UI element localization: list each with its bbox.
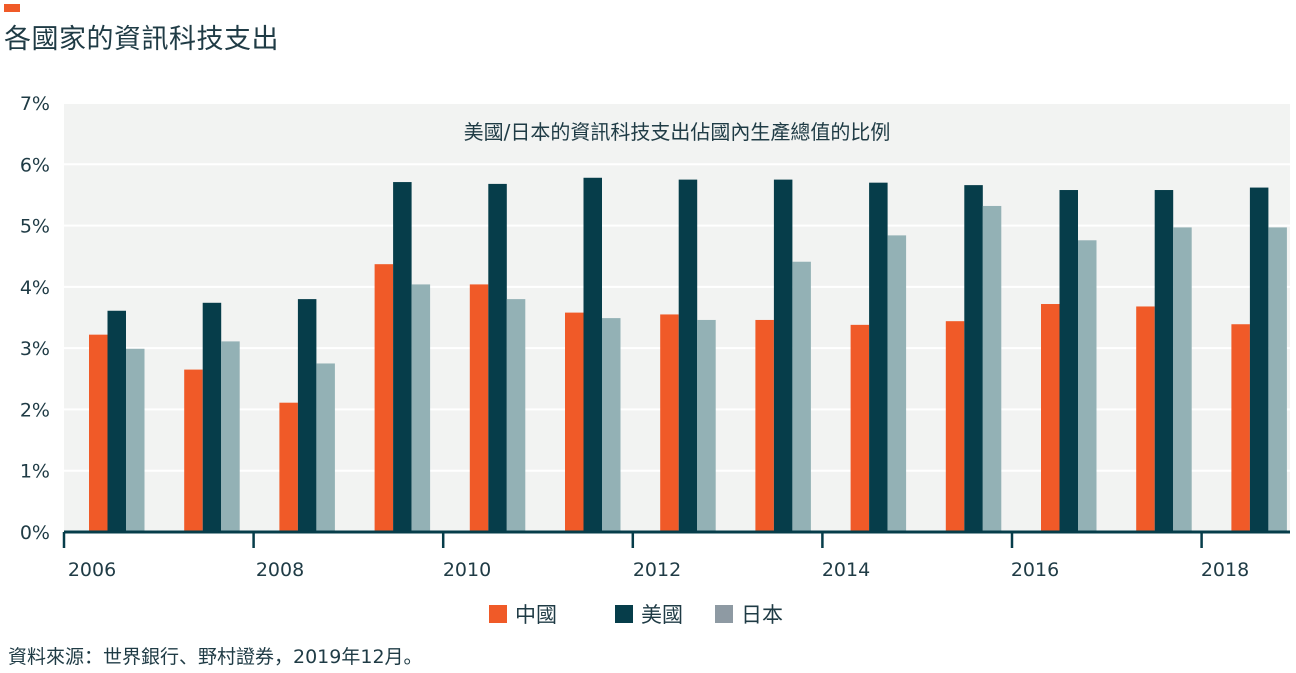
- bar-美國-2018: [1249, 187, 1269, 532]
- bar-美國-2010: [488, 183, 507, 532]
- bar-美國-2009: [393, 182, 412, 532]
- bar-美國-2006: [107, 310, 126, 532]
- bar-日本-2014: [887, 235, 907, 532]
- bar-美國-2016: [1059, 190, 1078, 532]
- bar-美國-2008: [297, 299, 317, 532]
- bar-中國-2010: [469, 284, 489, 532]
- x-tick-label: 2012: [633, 559, 681, 581]
- bar-美國-2013: [773, 179, 793, 533]
- legend-label-美國: 美國: [641, 603, 683, 627]
- bar-美國-2011: [583, 177, 602, 532]
- bar-日本-2011: [602, 318, 621, 532]
- x-tick-label: 2006: [68, 559, 116, 581]
- legend-swatch-中國: [489, 605, 507, 623]
- y-tick-label: 4%: [20, 277, 50, 299]
- bar-中國-2017: [1136, 306, 1155, 532]
- bar-美國-2012: [678, 179, 698, 533]
- bar-series: [89, 177, 1287, 533]
- page-title: 各國家的資訊科技支出: [4, 24, 279, 55]
- bar-中國-2009: [374, 264, 394, 532]
- bar-中國-2016: [1041, 304, 1060, 532]
- bar-日本-2006: [126, 348, 145, 532]
- bar-日本-2009: [411, 284, 431, 532]
- x-tick-label: 2016: [1011, 559, 1059, 581]
- y-tick-label: 2%: [20, 399, 50, 421]
- x-tick-label: 2018: [1201, 559, 1249, 581]
- legend-label-日本: 日本: [741, 603, 783, 627]
- bar-中國-2007: [184, 369, 203, 532]
- y-tick-label: 6%: [20, 154, 50, 176]
- bar-中國-2006: [89, 334, 108, 532]
- legend-swatch-美國: [615, 605, 633, 623]
- x-tick-label: 2010: [443, 559, 491, 581]
- bar-日本-2015: [982, 205, 1002, 532]
- bar-日本-2018: [1268, 227, 1287, 532]
- x-tick-label: 2014: [822, 559, 870, 581]
- bar-日本-2007: [221, 341, 240, 532]
- bar-中國-2013: [755, 319, 774, 532]
- bar-中國-2012: [660, 314, 679, 532]
- bar-日本-2012: [697, 319, 716, 532]
- bar-美國-2017: [1154, 190, 1174, 532]
- bar-中國-2018: [1231, 324, 1250, 532]
- source-note: 資料來源：世界銀行、野村證券，2019年12月。: [8, 646, 423, 668]
- bar-美國-2014: [869, 182, 888, 533]
- bar-中國-2015: [945, 321, 965, 532]
- y-axis-tick-labels: 0% 1% 2% 3% 4% 5% 6% 7%: [20, 93, 50, 544]
- bar-日本-2016: [1078, 240, 1097, 532]
- bar-中國-2008: [279, 402, 298, 532]
- y-tick-label: 0%: [20, 522, 50, 544]
- y-tick-label: 1%: [20, 461, 50, 483]
- legend: 中國 美國 日本: [489, 603, 783, 627]
- legend-label-中國: 中國: [515, 603, 557, 627]
- bar-日本-2017: [1173, 227, 1192, 532]
- x-tick-label: 2008: [256, 559, 304, 581]
- bar-美國-2015: [964, 185, 983, 532]
- bar-美國-2007: [202, 302, 222, 532]
- bar-日本-2010: [506, 299, 526, 532]
- bar-日本-2013: [792, 261, 811, 532]
- title-accent-bar: [4, 4, 20, 12]
- y-tick-label: 7%: [20, 93, 50, 115]
- legend-swatch-日本: [715, 605, 733, 623]
- chart-title: 美國/日本的資訊科技支出佔國內生產總值的比例: [464, 120, 891, 144]
- bar-中國-2011: [565, 312, 584, 532]
- bar-日本-2008: [316, 363, 335, 532]
- y-tick-label: 3%: [20, 338, 50, 360]
- bar-中國-2014: [850, 324, 870, 532]
- x-axis: 2006 2008 2010 2012 2014 2016 2018: [62, 530, 1290, 581]
- y-tick-label: 5%: [20, 216, 50, 238]
